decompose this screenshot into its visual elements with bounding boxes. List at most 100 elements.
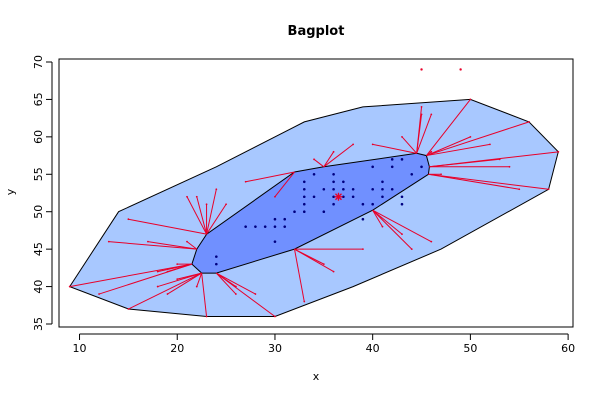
whisker-line [245, 171, 295, 183]
inner-data-point [332, 202, 335, 206]
outer-data-point [401, 233, 403, 236]
x-tick-label: 20 [170, 342, 184, 355]
inner-data-point [390, 158, 394, 161]
outer-data-point [430, 150, 433, 153]
inner-data-point [332, 195, 335, 199]
outer-data-point [107, 240, 110, 243]
outer-data-point [362, 248, 364, 251]
inner-data-point [361, 202, 365, 206]
bag-polygon [191, 152, 430, 274]
outer-data-point [498, 158, 501, 161]
outer-data-point [244, 180, 247, 183]
whisker-line [426, 121, 530, 157]
outer-data-point [186, 195, 188, 198]
inner-data-point [322, 210, 326, 214]
y-tick-label: 45 [32, 242, 45, 256]
inner-data-point [293, 210, 296, 214]
outer-data-point [401, 135, 403, 138]
whisker-line [128, 218, 207, 235]
outer-data-point [147, 240, 149, 243]
inner-data-point [410, 172, 414, 176]
outer-data-point [313, 158, 315, 161]
center-star [335, 193, 342, 201]
inner-data-point [400, 202, 404, 206]
outer-data-point [205, 203, 208, 206]
whisker-line [372, 209, 403, 235]
whisker-line [215, 272, 237, 295]
inner-data-point [322, 187, 326, 191]
whisker-line [128, 272, 202, 310]
whisker-line [216, 272, 256, 295]
inner-data-point [302, 180, 306, 184]
inner-data-point [342, 187, 345, 191]
inner-data-point [351, 187, 355, 191]
y-tick-label: 65 [32, 92, 45, 106]
outer-data-point [166, 293, 169, 295]
inner-data-point [302, 202, 306, 206]
whisker-line [294, 248, 334, 273]
whisker-line [372, 143, 417, 154]
outer-data-point [332, 270, 335, 273]
outer-data-point [215, 188, 218, 191]
inner-data-point [332, 172, 335, 176]
y-tick-label: 60 [32, 130, 45, 144]
whisker-line [401, 136, 418, 154]
inner-data-point [390, 165, 394, 169]
whisker-line [294, 249, 305, 302]
inner-data-point [390, 187, 394, 191]
y-tick-label: 40 [32, 280, 45, 294]
outer-data-point [469, 135, 472, 138]
whisker-line [428, 173, 549, 190]
whisker-line [372, 209, 383, 227]
inner-data-point [381, 187, 384, 191]
outer-data-point [156, 285, 159, 288]
inner-data-point [283, 217, 287, 221]
outer-data-point [225, 203, 227, 206]
inner-data-point [302, 210, 306, 214]
whisker-line [372, 209, 432, 243]
outer-data-point [176, 263, 179, 266]
outer-data-point [420, 106, 423, 108]
outer-data-point [332, 150, 335, 153]
y-tick-label: 70 [32, 55, 45, 69]
inner-data-point [371, 187, 374, 191]
outer-data-point [489, 143, 491, 146]
outlier-point [420, 68, 423, 71]
whisker-line [416, 114, 432, 154]
x-tick-label: 50 [463, 342, 477, 355]
whisker-line [147, 241, 197, 250]
outer-data-point [381, 225, 384, 228]
outer-data-point [420, 113, 423, 116]
inner-data-point [371, 165, 374, 169]
x-tick-label: 30 [268, 342, 282, 355]
outer-data-point [352, 143, 355, 146]
whisker-line [206, 189, 217, 235]
outer-data-point [547, 188, 550, 191]
inner-data-point [283, 225, 287, 228]
outer-data-point [127, 308, 130, 310]
outer-data-point [528, 120, 530, 123]
inner-data-point [342, 195, 345, 199]
outer-data-point [469, 98, 472, 101]
x-axis-label: x [313, 370, 320, 383]
whisker-line [274, 171, 295, 198]
outer-data-point [176, 278, 179, 280]
x-tick-label: 10 [73, 342, 87, 355]
outer-data-point [303, 300, 306, 303]
outer-data-point [98, 293, 100, 295]
y-tick-label: 55 [32, 167, 45, 181]
y-tick-label: 50 [32, 205, 45, 219]
inner-data-point [381, 180, 384, 184]
whisker-line [69, 263, 192, 288]
whisker-line [429, 151, 559, 168]
outer-data-point [410, 248, 413, 251]
x-tick-label: 40 [366, 342, 380, 355]
y-tick-label: 35 [32, 317, 45, 331]
whisker-line [177, 272, 202, 280]
whisker-line [372, 209, 413, 250]
inner-data-point [215, 255, 218, 258]
outer-data-point [156, 270, 159, 273]
outer-data-point [274, 315, 276, 318]
bag-layer [191, 152, 430, 274]
